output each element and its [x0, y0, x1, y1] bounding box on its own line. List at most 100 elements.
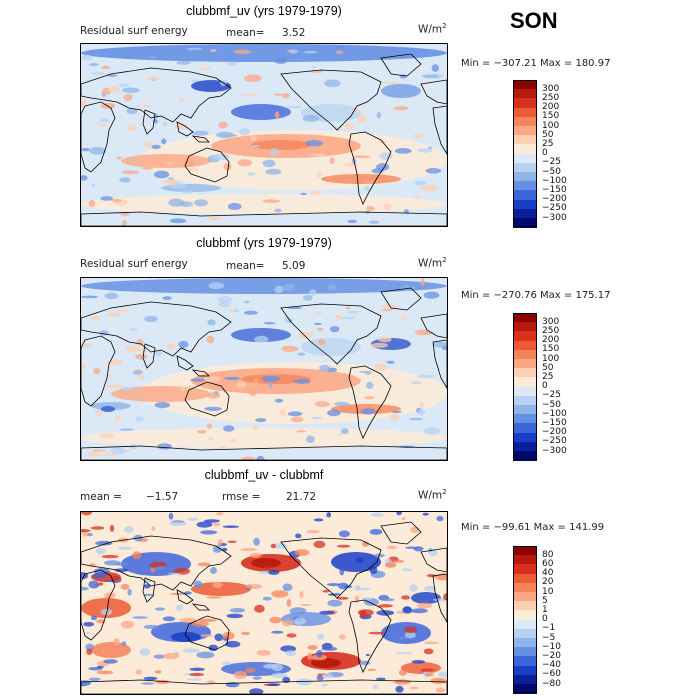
colorbar-tick-label: 60 — [542, 558, 554, 569]
coastline — [184, 615, 230, 651]
colorbar-swatch — [513, 322, 537, 332]
field-patch — [121, 154, 211, 168]
field-patch — [231, 104, 291, 120]
colorbar-swatch — [513, 573, 537, 584]
colorbar-swatch — [513, 126, 537, 136]
colorbar-swatch — [513, 80, 537, 90]
colorbar-tick-label: −150 — [542, 184, 567, 195]
colorbar-swatch — [513, 647, 537, 657]
colorbar-tick-label: −80 — [542, 678, 561, 689]
coastline — [348, 599, 392, 673]
coastline — [280, 69, 382, 131]
coastline — [348, 365, 392, 439]
colorbar-tick-label: −250 — [542, 203, 567, 214]
field-patch — [401, 662, 441, 674]
panel2-minmax: Min = −270.76 Max = 175.17 — [461, 290, 611, 301]
coastline — [81, 335, 116, 407]
colorbar-swatch — [513, 331, 537, 342]
colorbar-tick-label: −200 — [542, 427, 567, 438]
coastline — [191, 603, 210, 611]
colorbar-tick-label: −250 — [542, 436, 567, 447]
colorbar-swatch — [513, 414, 537, 424]
field-patch — [91, 642, 131, 658]
colorbar-swatch — [513, 89, 537, 99]
colorbar-swatch — [513, 359, 537, 369]
coastline — [432, 339, 447, 389]
panel1-field-label: Residual surf energy — [80, 25, 188, 37]
coastline — [380, 521, 422, 545]
colorbar-tick-label: 0 — [542, 381, 548, 392]
field-patch — [81, 278, 447, 294]
colorbar-tick-label: 25 — [542, 138, 554, 149]
colorbar-tick-label: −60 — [542, 669, 561, 680]
field-patch — [281, 612, 331, 626]
panel2-mean-value: 5.09 — [282, 260, 306, 272]
field-patch — [251, 558, 281, 568]
colorbar-tick-label: 50 — [542, 362, 554, 373]
field-patch — [381, 84, 421, 98]
colorbar-swatch — [513, 135, 537, 145]
colorbar-tick-label: −25 — [542, 390, 561, 401]
colorbar-swatch — [513, 218, 537, 228]
colorbar-swatch — [513, 181, 537, 191]
panel3-map — [80, 511, 448, 695]
coastline — [81, 535, 232, 591]
colorbar-swatch — [513, 162, 537, 173]
colorbar-tick-label: 5 — [542, 595, 548, 606]
colorbar-swatch — [513, 98, 537, 109]
colorbar-swatch — [513, 107, 537, 118]
colorbar-tick-label: 100 — [542, 353, 560, 364]
colorbar-swatch — [513, 116, 537, 127]
season-label: SON — [510, 8, 558, 33]
coastline — [176, 589, 194, 605]
colorbar-swatch — [513, 619, 537, 630]
panel1-units: W/m2 — [418, 22, 447, 36]
colorbar-swatch — [513, 405, 537, 415]
field-patch — [81, 428, 447, 448]
colorbar-tick-label: 150 — [542, 111, 560, 122]
colorbar-swatch — [513, 441, 537, 452]
colorbar-tick-label: 0 — [542, 614, 548, 625]
colorbar-swatch — [513, 377, 537, 388]
field-patch — [81, 598, 131, 618]
field-patch — [81, 44, 447, 62]
panel1-map — [80, 43, 448, 227]
colorbar-tick-label: 250 — [542, 92, 560, 103]
field-patch — [411, 592, 441, 604]
colorbar-tick-label: 200 — [542, 335, 560, 346]
colorbar-tick-label: 40 — [542, 568, 554, 579]
colorbar-tick-label: −200 — [542, 194, 567, 205]
colorbar-swatch — [513, 349, 537, 360]
coastline — [432, 105, 447, 155]
colorbar-tick-label: −150 — [542, 417, 567, 428]
coastline — [142, 343, 156, 369]
colorbar-tick-label: 150 — [542, 344, 560, 355]
coastline — [191, 369, 210, 377]
panel2-mean-label: mean= — [226, 260, 265, 272]
colorbar-tick-label: −40 — [542, 660, 561, 671]
panel2-title: clubbmf (yrs 1979-1979) — [196, 236, 332, 250]
field-patch — [251, 140, 311, 150]
panel1-mean-value: 3.52 — [282, 27, 306, 39]
coastline — [176, 355, 194, 371]
coastline — [348, 131, 392, 205]
colorbar-tick-label: −100 — [542, 175, 567, 186]
panel1-minmax: Min = −307.21 Max = 180.97 — [461, 58, 611, 69]
colorbar-swatch — [513, 684, 537, 694]
panel3-rmse-value: 21.72 — [286, 491, 317, 503]
colorbar-tick-label: −1 — [542, 623, 556, 634]
colorbar-swatch — [513, 368, 537, 378]
field-patch — [81, 194, 447, 214]
coastline — [280, 537, 382, 599]
colorbar-swatch — [513, 423, 537, 434]
colorbar-tick-label: 0 — [542, 148, 548, 159]
colorbar-swatch — [513, 451, 537, 461]
colorbar-tick-label: 25 — [542, 371, 554, 382]
colorbar-swatch — [513, 199, 537, 210]
field-patch — [191, 582, 251, 596]
colorbar-tick-label: 300 — [542, 316, 560, 327]
colorbar-swatch — [513, 582, 537, 593]
field-patch — [331, 552, 381, 572]
coastline — [81, 67, 232, 123]
colorbar-tick-label: −300 — [542, 445, 567, 456]
